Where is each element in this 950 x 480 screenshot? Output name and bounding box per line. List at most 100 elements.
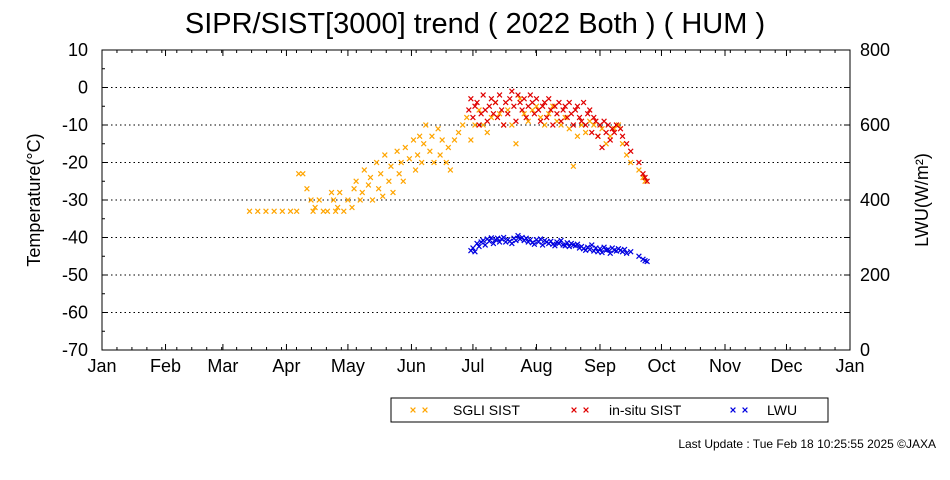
in-situ-sist-point: [486, 103, 493, 110]
lwu-point: [605, 246, 612, 253]
in-situ-sist-point: [607, 137, 614, 143]
in-situ-sist-point: [472, 103, 478, 110]
chart-title: SIPR/SIST[3000] trend ( 2022 Both ) ( HU…: [184, 8, 766, 40]
sgli-sist-point: [328, 189, 335, 196]
lwu-point: [509, 240, 515, 247]
y2-tick-label: 600: [860, 115, 890, 135]
in-situ-sist-point: [570, 122, 577, 128]
in-situ-sist-point: [584, 110, 591, 117]
lwu-point: [523, 235, 530, 242]
sgli-sist-point: [521, 110, 527, 117]
in-situ-sist-point: [599, 144, 605, 151]
x-tick-label: Nov: [709, 356, 741, 376]
sgli-sist-point: [324, 208, 331, 215]
lwu-point: [474, 240, 480, 247]
sgli-sist-point: [246, 208, 253, 215]
sgli-sist-point: [582, 129, 589, 136]
x-tick-label: Dec: [770, 356, 802, 376]
lwu-point: [488, 235, 495, 241]
sgli-sist-point: [545, 110, 552, 117]
sgli-sist-point: [431, 159, 437, 166]
legend-box: [390, 397, 829, 423]
sgli-sist-point: [320, 208, 327, 215]
sgli-sist-point: [468, 137, 474, 143]
sgli-sist-point: [412, 167, 419, 173]
y-tick-label: -20: [62, 153, 88, 173]
sgli-sist-point: [386, 178, 392, 185]
sgli-sist-point: [357, 197, 364, 203]
lwu-point: [500, 234, 507, 241]
lwu-point: [623, 250, 630, 257]
lwu-point: [627, 248, 634, 255]
sgli-sist-point: [353, 178, 359, 185]
lwu-point: [472, 248, 478, 255]
last-update-text: Last Update : Tue Feb 18 10:25:55 2025 ©…: [678, 437, 936, 451]
in-situ-sist-point: [623, 140, 630, 147]
in-situ-sist-point: [640, 170, 646, 177]
lwu-point: [582, 247, 589, 254]
lwu-point: [490, 240, 497, 247]
sgli-sist-point: [400, 178, 407, 185]
sgli-sist-point: [427, 148, 433, 155]
sgli-sist-point: [416, 133, 423, 140]
sgli-sist-point: [330, 197, 337, 203]
sgli-sist-point: [332, 208, 339, 215]
in-situ-sist-point: [506, 95, 513, 102]
sgli-sist-point: [263, 208, 269, 215]
x-tick-label: Sep: [584, 356, 616, 376]
in-situ-sist-point: [619, 133, 626, 140]
sgli-sist-point: [418, 159, 425, 166]
sgli-sist-point: [459, 122, 466, 128]
x-tick-label: Mar: [207, 356, 238, 376]
in-situ-sist-point: [509, 88, 515, 95]
sgli-sist-point: [439, 137, 446, 143]
in-situ-sist-point: [556, 99, 562, 106]
sgli-sist-point: [365, 182, 372, 188]
legend-label: LWU: [767, 402, 797, 418]
in-situ-sist-point: [492, 99, 499, 106]
y2-axis-label: LWU(W/m²): [912, 153, 932, 247]
lwu-point: [476, 243, 482, 250]
lwu-point: [595, 248, 601, 255]
sgli-sist-point: [340, 208, 347, 215]
sgli-sist-point: [271, 208, 277, 215]
sgli-sist-point: [435, 125, 441, 132]
in-situ-sist-point: [500, 122, 507, 128]
sgli-sist-point: [316, 197, 323, 203]
lwu-point: [486, 238, 493, 245]
in-situ-sist-point: [504, 110, 511, 117]
lwu-point: [607, 250, 614, 257]
x-tick-label: Aug: [520, 356, 552, 376]
lwu-point: [552, 242, 558, 249]
in-situ-sist-point: [611, 129, 618, 136]
sgli-sist-point: [496, 110, 503, 117]
sgli-sist-point: [359, 189, 366, 196]
lwu-point: [588, 242, 595, 248]
in-situ-sist-point: [644, 178, 650, 185]
sgli-sist-point: [377, 170, 384, 177]
sgli-sist-point: [394, 148, 400, 155]
lwu-point: [599, 249, 605, 256]
sgli-sist-point: [287, 208, 294, 215]
in-situ-sist-point: [494, 114, 501, 121]
sgli-sist-point: [484, 129, 491, 136]
in-situ-sist-point: [574, 103, 581, 110]
in-situ-sist-point: [468, 95, 474, 102]
sgli-sist-point: [295, 170, 302, 177]
sgli-sist-point: [398, 159, 405, 166]
in-situ-sist-point: [617, 125, 624, 132]
x-tick-label: Apr: [272, 356, 300, 376]
in-situ-sist-point: [591, 114, 597, 121]
sgli-sist-point: [591, 122, 597, 128]
sgli-sist-point: [279, 208, 286, 215]
legend-label: SGLI SIST: [453, 402, 520, 418]
lwu-point: [480, 237, 486, 244]
in-situ-sist-point: [572, 107, 579, 113]
sgli-sist-point: [375, 185, 382, 192]
in-situ-sist-point: [558, 118, 564, 125]
in-situ-sist-point: [595, 133, 601, 140]
legend-marker-lwu: [730, 407, 736, 413]
y2-tick-label: 0: [860, 340, 870, 360]
in-situ-sist-point: [498, 107, 505, 113]
